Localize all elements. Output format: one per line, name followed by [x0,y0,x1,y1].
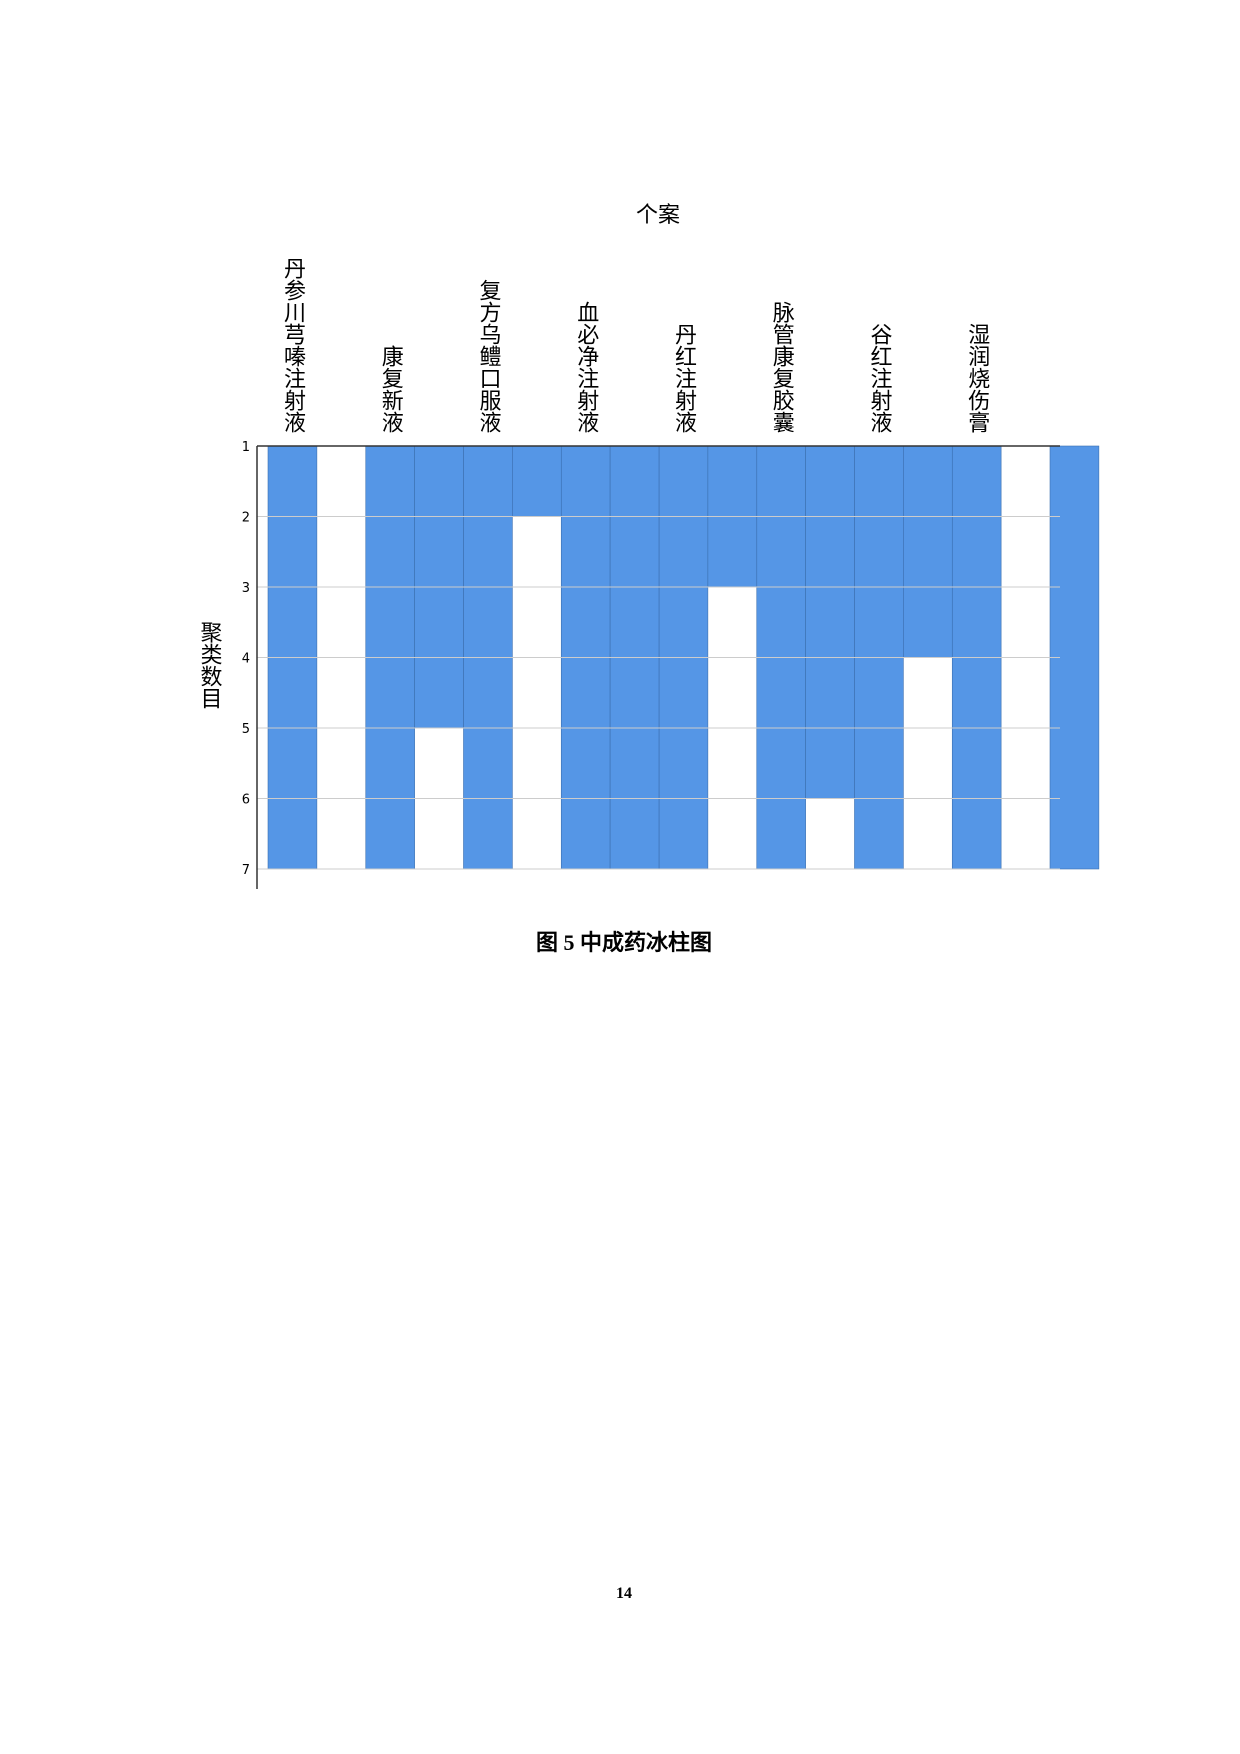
y-tick-label: 3 [242,581,250,596]
y-tick-label: 7 [242,863,250,878]
y-tick-label: 2 [242,511,250,526]
page-number: 14 [616,1585,632,1602]
x-tick-label: 脉管康复胶囊 [769,301,795,433]
y-tick-label: 1 [242,440,250,455]
x-tick-label: 丹红注射液 [671,323,697,433]
x-tick-label: 丹参川芎嗪注射液 [280,257,306,433]
x-tick-label: 康复新液 [378,345,404,433]
chart-title: 个案 [636,203,680,228]
join-bar [903,445,953,658]
x-tick-label: 谷红注射液 [866,323,892,433]
y-tick-label: 6 [242,793,250,808]
x-tick-label: 湿润烧伤膏 [964,323,990,433]
caption: 图 5 中成药冰柱图 [536,930,712,955]
x-tick-label: 血必净注射液 [573,301,599,433]
y-tick-label: 5 [242,722,250,737]
x-tick-label: 复方乌鳢口服液 [475,279,501,433]
y-tick-label: 4 [242,652,250,667]
y-axis-title: 聚类数目 [197,621,223,709]
join-bar [512,445,562,517]
join-bar [805,445,855,799]
